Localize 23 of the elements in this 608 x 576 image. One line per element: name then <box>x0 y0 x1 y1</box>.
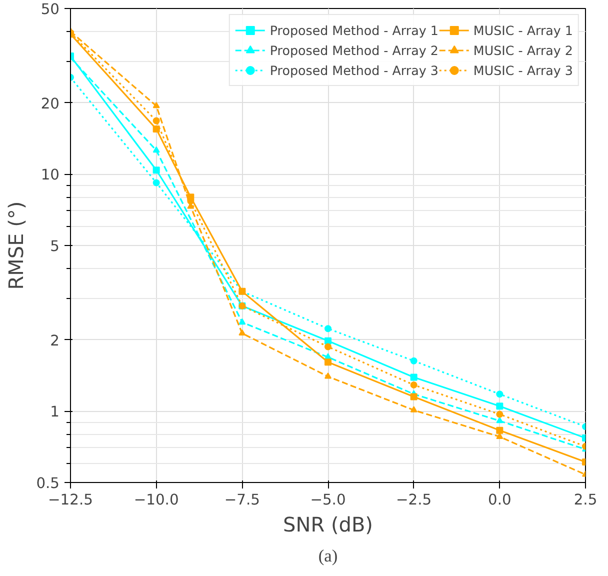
x-tick-label: −10.0 <box>134 492 179 508</box>
y-axis-title: RMSE (°) <box>4 201 28 290</box>
y-tick-label: 20 <box>40 95 60 112</box>
x-tick-label: 2.5 <box>574 492 598 508</box>
y-tick-label: 1 <box>50 404 60 421</box>
x-tick-label: −7.5 <box>224 492 260 508</box>
y-tick-label: 10 <box>40 166 60 184</box>
text: (a) <box>318 546 338 566</box>
legend-label: Proposed Method - Array 2 <box>270 42 438 58</box>
legend-label: MUSIC - Array 1 <box>473 22 573 38</box>
y-tick-label: 0.5 <box>36 475 60 492</box>
legend-label: Proposed Method - Array 1 <box>270 22 438 38</box>
x-tick-label: 0.0 <box>488 492 512 508</box>
y-tick-label: 5 <box>50 238 60 255</box>
legend-label: MUSIC - Array 2 <box>473 42 573 58</box>
y-tick-label: 2 <box>50 332 60 350</box>
legend-label: Proposed Method - Array 3 <box>270 62 438 78</box>
x-tick-label: −12.5 <box>48 492 93 508</box>
x-axis-title: SNR (dB) <box>283 512 373 536</box>
x-tick-label: −5.0 <box>310 492 346 508</box>
y-tick-label: 50 <box>40 1 60 18</box>
legend-label: MUSIC - Array 3 <box>473 62 573 78</box>
x-tick-label: −2.5 <box>396 492 432 508</box>
